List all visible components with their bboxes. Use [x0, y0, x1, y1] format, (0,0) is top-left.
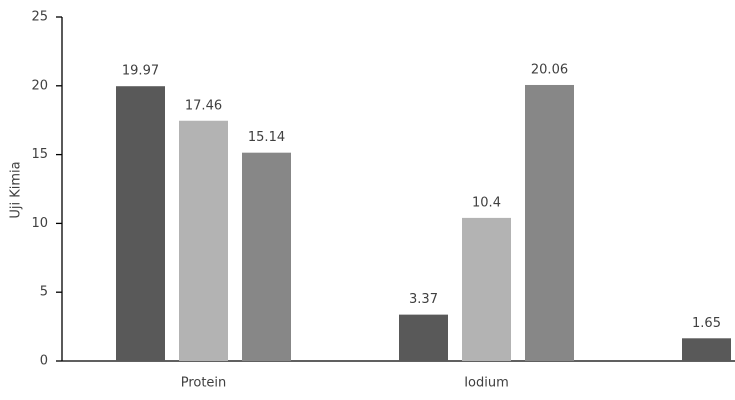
value-label: 19.97 [122, 64, 159, 79]
bar [242, 152, 291, 361]
x-tick-label: Protein [181, 376, 227, 391]
value-label: 1.65 [692, 316, 721, 331]
y-tick-label: 15 [31, 147, 48, 162]
y-tick-label: 25 [31, 10, 48, 25]
y-axis-label: Uji Kimia [9, 161, 24, 218]
bar [399, 314, 448, 361]
y-tick-label: 10 [31, 216, 48, 231]
y-tick-label: 20 [31, 78, 48, 93]
value-label: 3.37 [409, 292, 438, 307]
bar [116, 86, 165, 361]
bar [682, 338, 731, 361]
bar [179, 120, 228, 361]
bar [525, 84, 574, 362]
value-label: 17.46 [185, 98, 222, 113]
value-label: 15.14 [248, 130, 285, 145]
value-label: 20.06 [531, 62, 568, 77]
value-label: 10.4 [472, 195, 501, 210]
y-tick-label: 5 [40, 285, 48, 300]
y-tick-label: 0 [40, 354, 48, 369]
bar [462, 217, 511, 361]
x-tick-label: Iodium [464, 376, 509, 391]
